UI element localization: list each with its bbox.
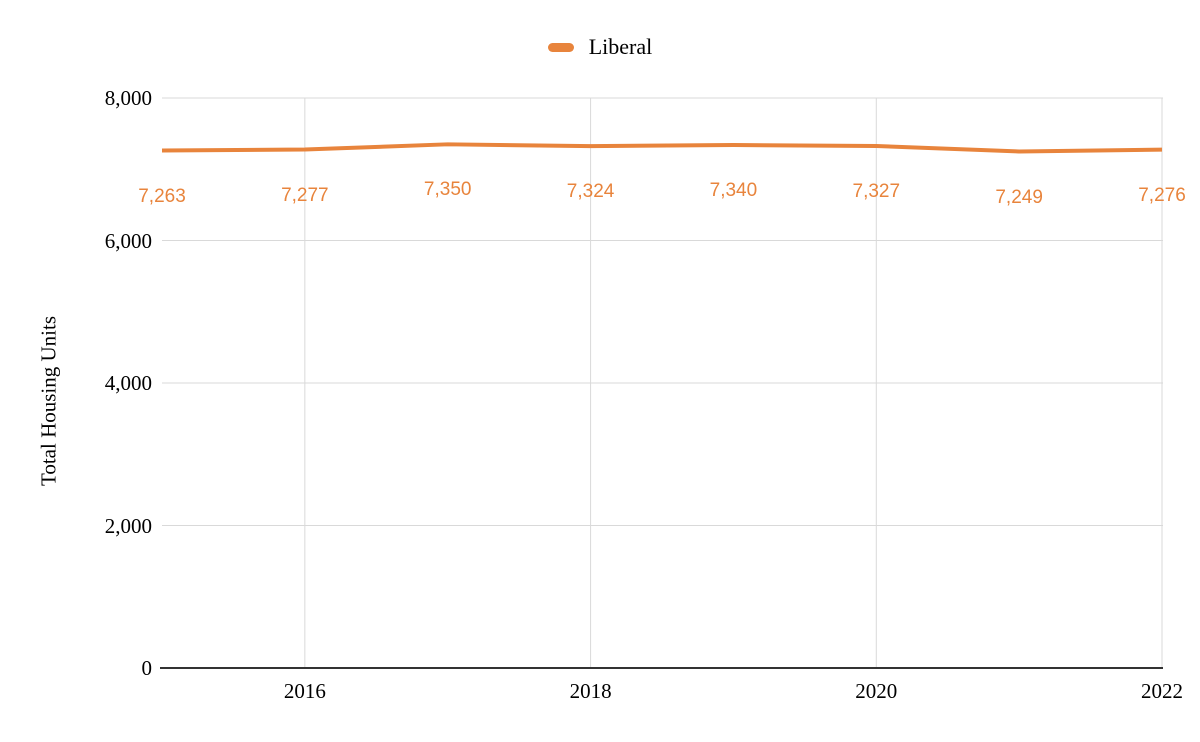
- x-tick-label: 2022: [1141, 679, 1183, 703]
- data-point-label: 7,277: [281, 184, 329, 206]
- legend-label: Liberal: [588, 34, 653, 59]
- data-point-label: 7,350: [423, 179, 472, 201]
- y-tick-label: 0: [141, 656, 153, 680]
- legend-swatch-icon: [547, 42, 574, 52]
- y-tick-label: 4,000: [104, 371, 152, 395]
- data-point-label: 7,340: [709, 180, 758, 202]
- data-point-label: 7,324: [566, 181, 615, 203]
- y-tick-label: 2,000: [104, 513, 152, 538]
- y-tick-label: 8,000: [104, 86, 152, 110]
- x-tick-label: 2018: [569, 679, 612, 703]
- series-line-liberal: [161, 142, 1163, 154]
- x-tick-label: 2016: [283, 679, 326, 703]
- legend: Liberal: [0, 33, 1200, 61]
- data-point-label: 7,249: [995, 186, 1043, 208]
- y-tick-label: 6,000: [104, 228, 152, 253]
- data-point-label: 7,327: [852, 180, 901, 202]
- data-point-label: 7,276: [1138, 184, 1186, 206]
- x-tick-label: 2020: [855, 679, 898, 703]
- data-point-label: 7,263: [138, 185, 186, 207]
